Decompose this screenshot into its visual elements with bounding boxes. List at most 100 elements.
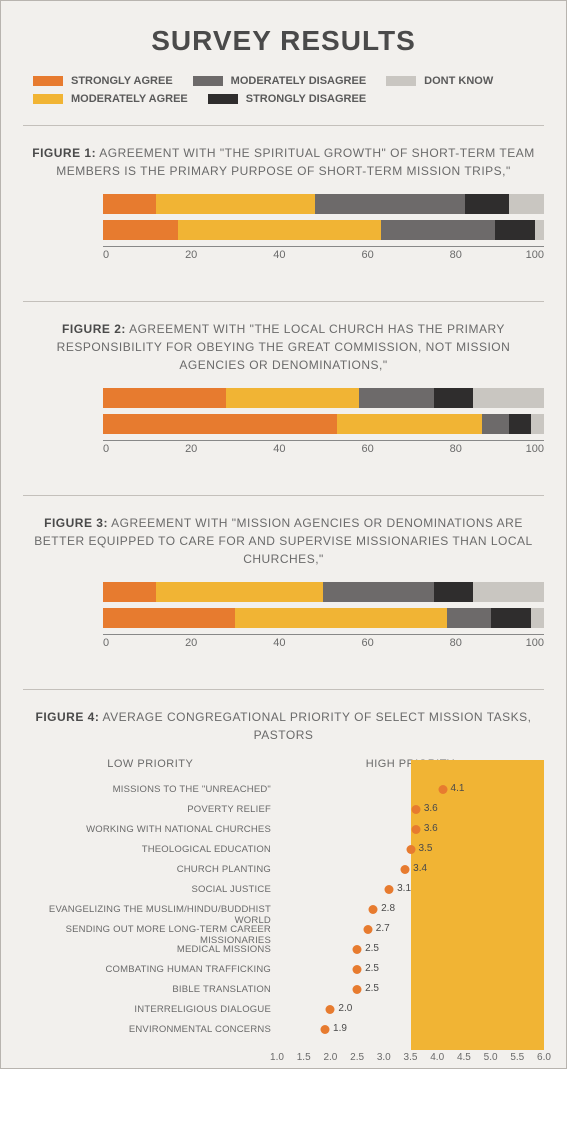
legend-label: STRONGLY AGREE	[71, 75, 173, 87]
bar-track	[103, 414, 544, 434]
bar-track	[103, 388, 544, 408]
legend-item: MODERATELY DISAGREE	[193, 75, 367, 87]
legend-item: DONT KNOW	[386, 75, 493, 87]
dot-row: CHURCH PLANTING3.4	[277, 860, 544, 880]
bar-row: LAY	[103, 582, 544, 602]
dot-marker	[411, 825, 420, 834]
dot-marker	[369, 905, 378, 914]
bar-row: PASTORS	[103, 414, 544, 434]
bar-row: PASTORS	[103, 608, 544, 628]
dot-value: 2.5	[365, 943, 379, 954]
fig3-chart: LAYPASTORS020406080100	[23, 582, 544, 675]
dot-row: COMBATING HUMAN TRAFFICKING2.5	[277, 960, 544, 980]
legend-swatch	[386, 76, 416, 86]
bar-row: LAY	[103, 194, 544, 214]
dot-row-label: INTERRELIGIOUS DIALOGUE	[19, 1004, 271, 1015]
dot-marker	[321, 1025, 330, 1034]
bar-segment	[315, 194, 465, 214]
bar-segment	[473, 388, 544, 408]
axis-tick: 0	[103, 443, 109, 455]
dot-row: MISSIONS TO THE "UNREACHED"4.1	[277, 780, 544, 800]
dot-value: 3.4	[413, 863, 427, 874]
legend-swatch	[33, 94, 63, 104]
bar-segment	[509, 194, 544, 214]
axis-tick: 100	[526, 637, 544, 649]
survey-results-page: SURVEY RESULTS STRONGLY AGREEMODERATELY …	[0, 0, 567, 1069]
bar-segment	[156, 582, 324, 602]
dot-value: 3.5	[419, 843, 433, 854]
axis-tick: 100	[526, 249, 544, 261]
bar-segment	[491, 608, 531, 628]
axis-tick: 60	[361, 443, 373, 455]
figure4-caption-text: AVERAGE CONGREGATIONAL PRIORITY OF SELEC…	[99, 710, 531, 742]
axis-tick: 60	[361, 249, 373, 261]
bar-segment	[473, 582, 544, 602]
axis-tick: 20	[185, 249, 197, 261]
legend-item: STRONGLY AGREE	[33, 75, 173, 87]
axis-tick: 80	[450, 443, 462, 455]
dot-row: WORKING WITH NATIONAL CHURCHES3.6	[277, 820, 544, 840]
figure4-caption-bold: FIGURE 4:	[36, 710, 100, 724]
figure4-dotplot: LOW PRIORITY HIGH PRIORITY 1.01.52.02.53…	[23, 758, 544, 1050]
figure4-caption: FIGURE 4: AVERAGE CONGREGATIONAL PRIORIT…	[23, 708, 544, 744]
fig1-chart: LAYPASTORS020406080100	[23, 194, 544, 287]
bar-track	[103, 194, 544, 214]
bar-segment	[103, 414, 337, 434]
dot-row: POVERTY RELIEF3.6	[277, 800, 544, 820]
dot-row: BIBLE TRANSLATION2.5	[277, 980, 544, 1000]
bar-segment	[103, 582, 156, 602]
divider	[23, 125, 544, 126]
legend-label: STRONGLY DISAGREE	[246, 93, 366, 105]
fig1-caption-text: AGREEMENT WITH "THE SPIRITUAL GROWTH" OF…	[56, 146, 535, 178]
dot-marker	[406, 845, 415, 854]
dot-value: 2.5	[365, 983, 379, 994]
axis-tick: 60	[361, 637, 373, 649]
axis-tick: 1.0	[270, 1052, 284, 1063]
bar-segment	[381, 220, 496, 240]
dot-marker	[438, 785, 447, 794]
axis-tick: 1.5	[297, 1052, 311, 1063]
fig3-caption-bold: FIGURE 3:	[44, 516, 108, 530]
bar-row: LAY	[103, 388, 544, 408]
bar-segment	[103, 608, 235, 628]
divider	[23, 301, 544, 302]
bar-segment	[226, 388, 358, 408]
axis-tick: 40	[273, 637, 285, 649]
dot-row-label: WORKING WITH NATIONAL CHURCHES	[19, 824, 271, 835]
dot-marker	[353, 985, 362, 994]
fig2-chart: LAYPASTORS020406080100	[23, 388, 544, 481]
bar-track	[103, 582, 544, 602]
dot-row: EVANGELIZING THE MUSLIM/HINDU/BUDDHIST W…	[277, 900, 544, 920]
bar-segment	[337, 414, 483, 434]
dot-row: SENDING OUT MORE LONG-TERM CAREER MISSIO…	[277, 920, 544, 940]
dot-row-label: COMBATING HUMAN TRAFFICKING	[19, 964, 271, 975]
axis-tick: 4.0	[430, 1052, 444, 1063]
axis-tick: 2.0	[323, 1052, 337, 1063]
dot-marker	[326, 1005, 335, 1014]
bar-row: PASTORS	[103, 220, 544, 240]
bar-segment	[103, 388, 226, 408]
axis-tick: 0	[103, 249, 109, 261]
dot-row-label: MISSIONS TO THE "UNREACHED"	[19, 784, 271, 795]
dot-marker	[401, 865, 410, 874]
axis-tick: 80	[450, 249, 462, 261]
bar-segment	[465, 194, 509, 214]
bar-segment	[103, 194, 156, 214]
axis-tick: 100	[526, 443, 544, 455]
bar-segment	[531, 608, 544, 628]
dot-row-label: THEOLOGICAL EDUCATION	[19, 844, 271, 855]
fig1-caption-bold: FIGURE 1:	[32, 146, 96, 160]
dot-value: 2.0	[338, 1003, 352, 1014]
dot-value: 3.6	[424, 803, 438, 814]
bar-track	[103, 608, 544, 628]
bar-segment	[156, 194, 315, 214]
legend-swatch	[208, 94, 238, 104]
fig3-caption-text: AGREEMENT WITH "MISSION AGENCIES OR DENO…	[34, 516, 532, 566]
axis-tick: 5.5	[510, 1052, 524, 1063]
axis-tick: 20	[185, 637, 197, 649]
axis-tick: 4.5	[457, 1052, 471, 1063]
fig2-caption: FIGURE 2: AGREEMENT WITH "THE LOCAL CHUR…	[23, 320, 544, 374]
fig2-caption-bold: FIGURE 2:	[62, 322, 126, 336]
fig2-axis-ticks: 020406080100	[103, 441, 544, 459]
bar-segment	[482, 414, 508, 434]
